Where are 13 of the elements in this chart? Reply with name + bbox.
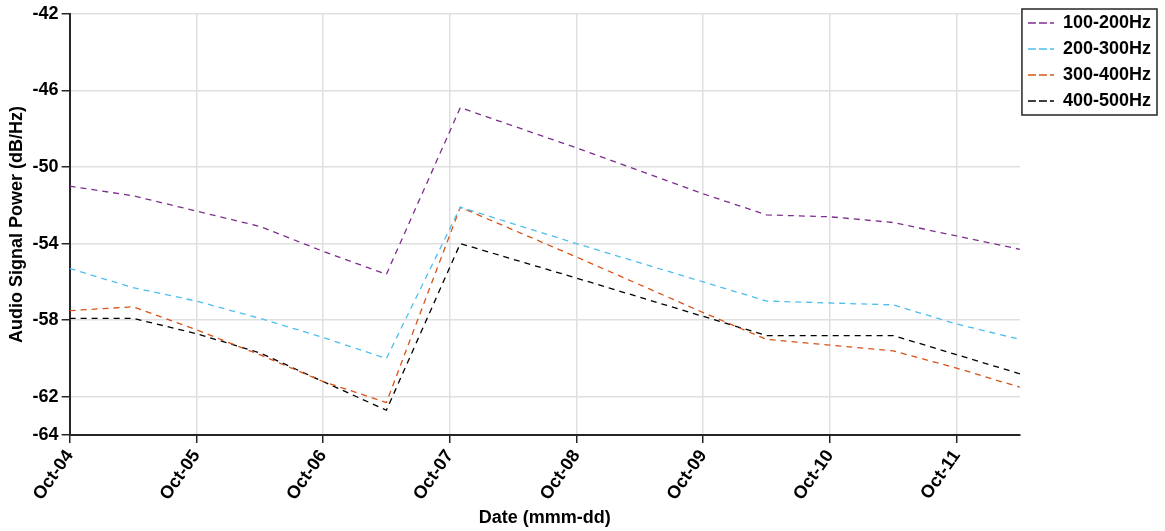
y-axis-title: Audio Signal Power (dB/Hz) bbox=[5, 105, 26, 343]
y-tick-label: -62 bbox=[32, 385, 59, 406]
y-tick-label: -58 bbox=[32, 309, 59, 330]
x-axis-title: Date (mmm-dd) bbox=[478, 507, 611, 528]
y-tick-label: -46 bbox=[32, 79, 59, 100]
y-tick-label: -54 bbox=[32, 232, 59, 253]
legend-label: 300-400Hz bbox=[1062, 63, 1151, 84]
legend-label: 200-300Hz bbox=[1062, 37, 1151, 58]
legend-label: 400-500Hz bbox=[1062, 89, 1151, 110]
legend-label: 100-200Hz bbox=[1062, 11, 1151, 32]
y-tick-label: -42 bbox=[32, 2, 59, 23]
y-tick-label: -50 bbox=[32, 155, 59, 176]
y-tick-label: -64 bbox=[32, 424, 59, 445]
